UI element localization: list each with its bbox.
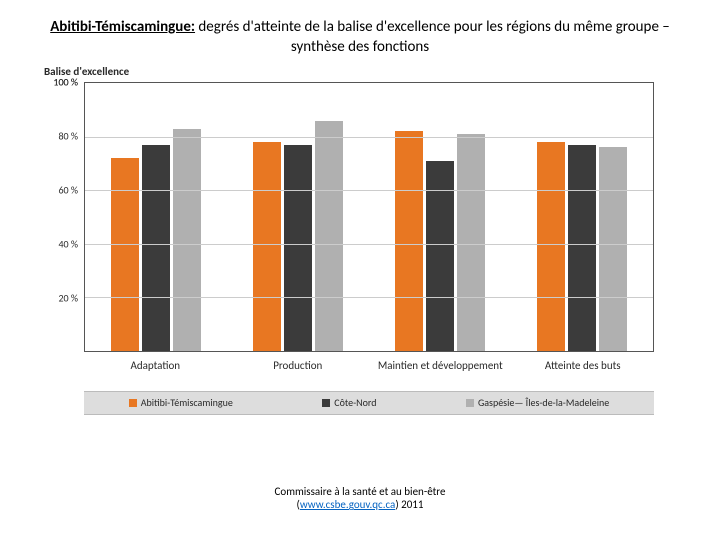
x-tick-label: Maintien et développement [369,352,512,373]
legend-label: Côte-Nord [334,396,376,409]
y-axis-label: Balise d'excellence [44,65,654,78]
bar-group [85,83,227,351]
bar [457,134,485,351]
bar-group [511,83,653,351]
x-tick-label: Atteinte des buts [512,352,655,373]
page-title: Abitibi-Témiscamingue: degrés d'atteinte… [40,18,680,57]
legend: Abitibi-Témiscamingue Côte-Nord Gaspésie— … [84,391,654,415]
legend-label: Gaspésie— Îles-de-la-Madeleine [478,396,609,409]
x-tick-label: Adaptation [84,352,227,373]
bar-groups [85,83,653,351]
grid-line [85,244,653,245]
title-rest: degrés d'atteinte de la balise d'excelle… [195,18,670,56]
bar [315,121,343,351]
x-tick-labels: AdaptationProductionMaintien et développ… [84,352,654,373]
bar [111,158,139,351]
legend-swatch [129,399,137,407]
x-tick-label: Production [227,352,370,373]
bar [253,142,281,351]
bar [599,147,627,351]
footer-line1: Commissaire à la santé et au bien-être [275,485,446,498]
bar [395,131,423,351]
bar [173,129,201,351]
bar-group [369,83,511,351]
y-tick: 20 % [58,292,78,305]
footer-link[interactable]: www.csbe.gouv.qc.ca [300,498,395,511]
chart-area: 20 %40 %60 %80 %100 %100 % [44,82,654,352]
legend-item: Abitibi-Témiscamingue [129,396,233,409]
chart: Balise d'excellence 20 % 40 % 60 % 80 % 100 … [44,65,654,415]
bar [284,145,312,351]
bar [568,145,596,351]
title-region: Abitibi-Témiscamingue: [50,18,195,36]
legend-swatch [322,399,330,407]
bar [537,142,565,351]
y-tick: 80 % [58,130,78,143]
bar-group [227,83,369,351]
footer: Commissaire à la santé et au bien-être (… [0,485,720,513]
plot-area [84,82,654,352]
y-tick: 40 % [58,238,78,251]
y-tick: 60 % [58,184,78,197]
bar [142,145,170,351]
legend-item: Côte-Nord [322,396,376,409]
y-tick: 100 % [53,76,78,89]
footer-year: 2011 [401,498,423,511]
grid-line [85,297,653,298]
y-tick-labels: 20 %40 %60 %80 %100 %100 % [44,82,84,352]
legend-swatch [466,399,474,407]
legend-label: Abitibi-Témiscamingue [141,396,233,409]
legend-item: Gaspésie— Îles-de-la-Madeleine [466,396,609,409]
grid-line [85,137,653,138]
grid-line [85,190,653,191]
